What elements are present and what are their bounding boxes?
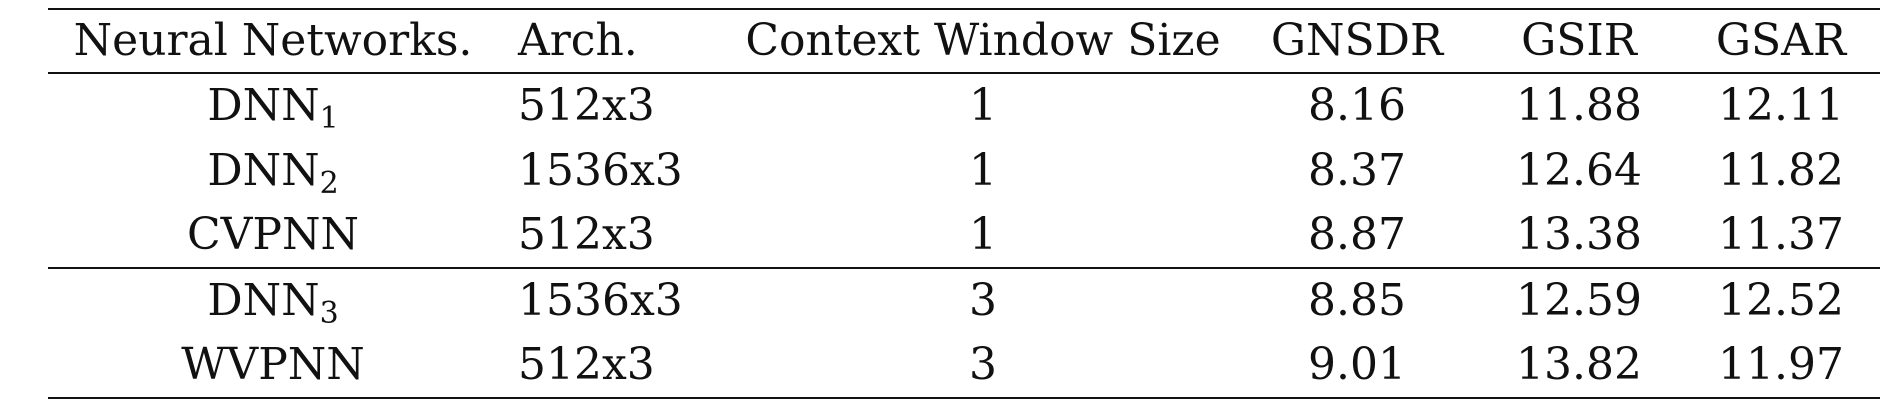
header-arch: Arch.: [518, 15, 638, 66]
network-name: DNN: [207, 275, 320, 326]
cell-context: 3: [969, 275, 997, 326]
cell-gsir: 11.88: [1516, 80, 1642, 131]
header-gsir: GSIR: [1521, 15, 1637, 66]
cell-arch: 512x3: [518, 209, 655, 260]
cell-gnsdr: 8.87: [1308, 209, 1406, 260]
table-header-row: Neural Networks. Arch. Context Window Si…: [48, 9, 1880, 73]
cell-gsar: 12.11: [1718, 80, 1844, 131]
network-name: DNN: [207, 80, 320, 131]
cell-gsir: 12.64: [1516, 144, 1642, 196]
cell-arch: 512x3: [518, 80, 655, 131]
cell-gsar: 12.52: [1718, 275, 1844, 326]
cell-gsar: 11.37: [1718, 209, 1844, 260]
network-name: WVPNN: [181, 339, 365, 390]
network-name: CVPNN: [186, 209, 360, 260]
network-name: DNN: [207, 144, 320, 196]
cell-network: DNN3: [48, 268, 498, 333]
network-subscript: 1: [319, 101, 339, 136]
cell-gsir: 13.82: [1516, 339, 1642, 390]
table-row: DNN3 1536x3 3 8.85 12.59 12.52: [48, 268, 1880, 333]
cell-arch: 1536x3: [518, 275, 683, 326]
cell-context: 1: [969, 144, 997, 196]
cell-context: 1: [969, 80, 997, 131]
header-neural-networks: Neural Networks.: [73, 15, 473, 66]
cell-gsar: 11.97: [1718, 339, 1844, 390]
cell-gsir: 12.59: [1516, 275, 1642, 326]
cell-gsir: 13.38: [1516, 209, 1642, 260]
cell-gnsdr: 8.16: [1308, 80, 1406, 131]
network-subscript: 3: [319, 296, 339, 331]
cell-network: CVPNN: [48, 203, 498, 268]
results-table-container: Neural Networks. Arch. Context Window Si…: [48, 8, 1880, 399]
cell-gnsdr: 8.37: [1308, 144, 1406, 196]
cell-network: WVPNN: [48, 333, 498, 398]
header-gsar: GSAR: [1715, 15, 1847, 66]
network-subscript: 2: [319, 165, 339, 201]
cell-gsar: 11.82: [1718, 144, 1844, 196]
header-context-window-size: Context Window Size: [745, 15, 1221, 66]
cell-context: 1: [969, 209, 997, 260]
cell-network: DNN1: [48, 73, 498, 138]
cell-network: DNN2: [48, 138, 498, 203]
cell-gnsdr: 9.01: [1308, 339, 1406, 390]
table-row: DNN2 1536x3 1 8.37 12.64 11.82: [48, 138, 1880, 203]
cell-context: 3: [969, 339, 997, 390]
table-row: WVPNN 512x3 3 9.01 13.82 11.97: [48, 333, 1880, 398]
cell-arch: 1536x3: [518, 144, 683, 196]
cell-arch: 512x3: [518, 339, 655, 390]
header-gnsdr: GNSDR: [1270, 15, 1444, 66]
table-row: CVPNN 512x3 1 8.87 13.38 11.37: [48, 203, 1880, 268]
table-row: DNN1 512x3 1 8.16 11.88 12.11: [48, 73, 1880, 138]
results-table: Neural Networks. Arch. Context Window Si…: [48, 8, 1880, 399]
cell-gnsdr: 8.85: [1308, 275, 1406, 326]
